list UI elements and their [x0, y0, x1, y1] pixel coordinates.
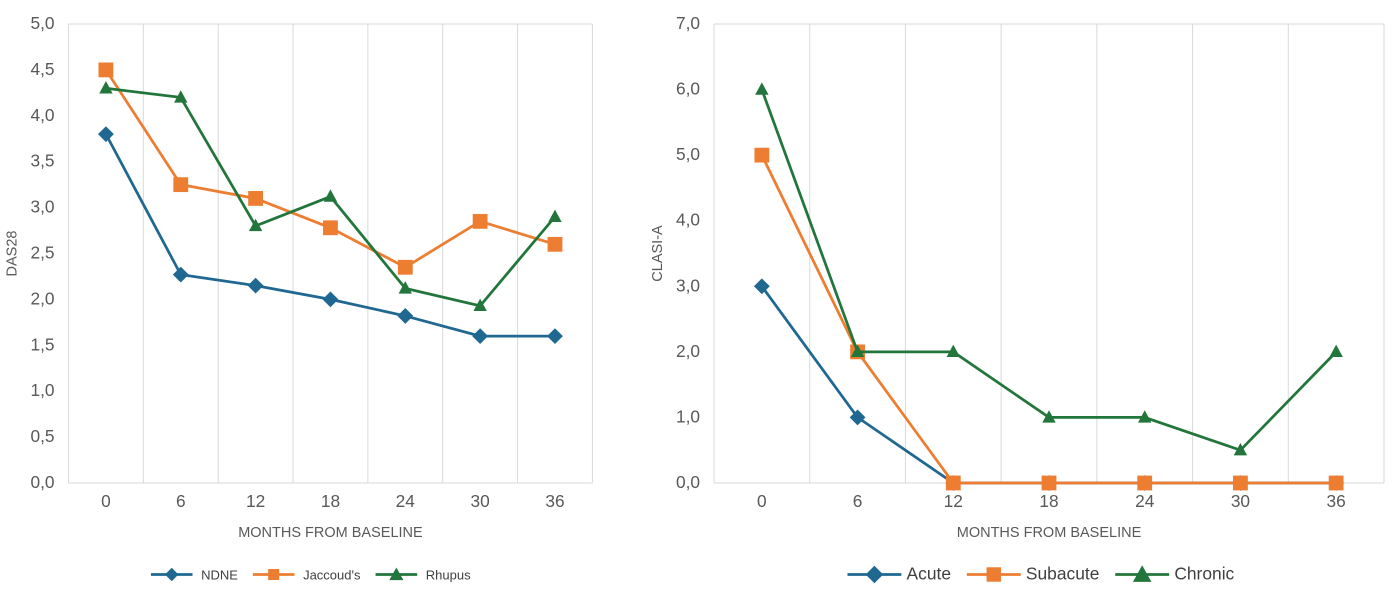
svg-text:3,5: 3,5	[30, 151, 54, 171]
svg-text:30: 30	[1231, 491, 1250, 511]
svg-text:NDNE: NDNE	[201, 568, 238, 583]
svg-text:MONTHS FROM BASELINE: MONTHS FROM BASELINE	[238, 525, 423, 541]
svg-text:Chronic: Chronic	[1174, 564, 1234, 584]
svg-text:1,0: 1,0	[676, 406, 700, 426]
svg-text:18: 18	[1039, 491, 1058, 511]
svg-text:1,0: 1,0	[30, 380, 54, 400]
svg-text:7,0: 7,0	[676, 13, 700, 33]
svg-text:4,5: 4,5	[30, 59, 54, 79]
svg-text:2,0: 2,0	[30, 288, 54, 308]
svg-text:24: 24	[1135, 491, 1155, 511]
svg-text:0: 0	[757, 491, 767, 511]
svg-text:Acute: Acute	[907, 564, 951, 584]
svg-text:5,0: 5,0	[30, 13, 54, 33]
svg-text:3,0: 3,0	[676, 275, 700, 295]
svg-text:6: 6	[176, 491, 186, 511]
svg-text:DAS28: DAS28	[5, 231, 21, 277]
svg-text:1,5: 1,5	[30, 334, 54, 354]
svg-text:6: 6	[853, 491, 863, 511]
svg-text:12: 12	[246, 491, 265, 511]
svg-text:36: 36	[1327, 491, 1346, 511]
svg-text:2,0: 2,0	[676, 341, 700, 361]
svg-text:24: 24	[396, 491, 416, 511]
svg-text:30: 30	[471, 491, 490, 511]
svg-text:4,0: 4,0	[676, 210, 700, 230]
svg-text:3,0: 3,0	[30, 197, 54, 217]
svg-text:5,0: 5,0	[676, 144, 700, 164]
svg-text:0: 0	[101, 491, 111, 511]
svg-text:18: 18	[321, 491, 340, 511]
svg-text:2,5: 2,5	[30, 243, 54, 263]
svg-text:0,0: 0,0	[30, 472, 54, 492]
svg-text:12: 12	[944, 491, 963, 511]
svg-text:0,0: 0,0	[676, 472, 700, 492]
svg-text:Subacute: Subacute	[1026, 564, 1100, 584]
svg-text:Jaccoud's: Jaccoud's	[303, 568, 361, 583]
svg-text:CLASI-A: CLASI-A	[650, 225, 666, 282]
svg-text:0,5: 0,5	[30, 426, 54, 446]
svg-text:36: 36	[545, 491, 564, 511]
svg-text:6,0: 6,0	[676, 79, 700, 99]
svg-text:Rhupus: Rhupus	[426, 568, 471, 583]
svg-text:MONTHS FROM BASELINE: MONTHS FROM BASELINE	[957, 525, 1142, 541]
svg-text:4,0: 4,0	[30, 105, 54, 125]
